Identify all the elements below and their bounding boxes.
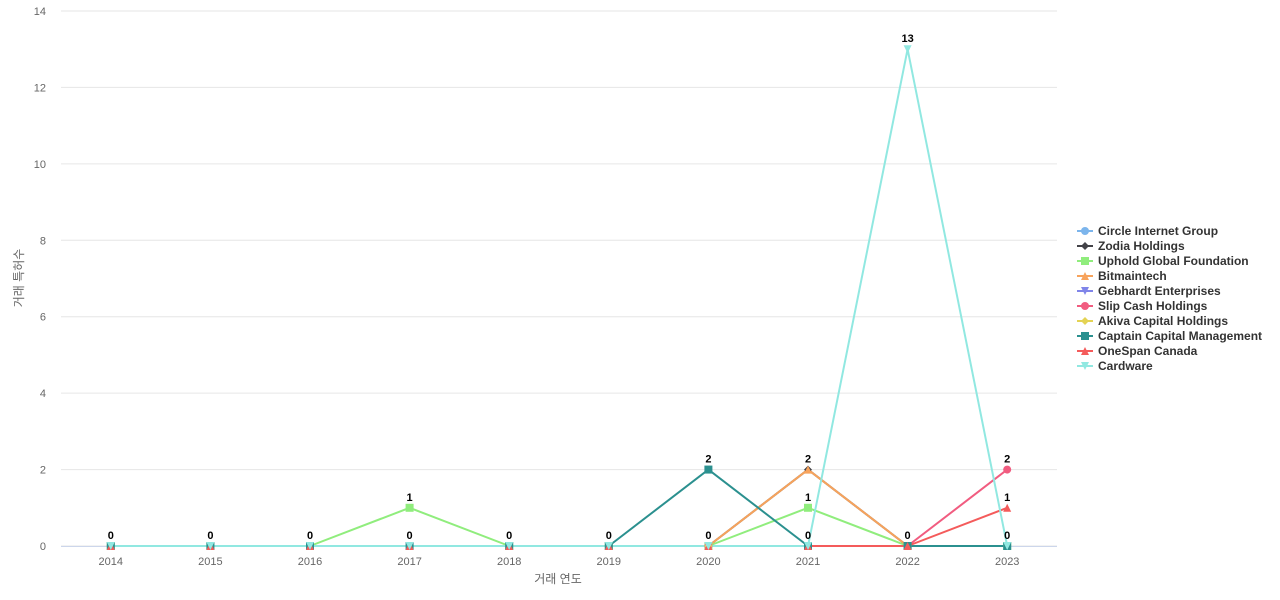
legend-swatch-marker — [1081, 302, 1089, 310]
data-point[interactable] — [505, 542, 514, 550]
y-axis-title: 거래 특허수 — [12, 249, 26, 308]
legend-swatch-marker — [1081, 257, 1089, 265]
legend-item[interactable]: Captain Capital Management — [1077, 329, 1262, 343]
data-label: 0 — [506, 530, 512, 542]
legend-label: OneSpan Canada — [1098, 344, 1198, 358]
x-tick-label: 2017 — [397, 556, 421, 568]
legend-label: Bitmaintech — [1098, 269, 1167, 283]
data-label: 0 — [705, 530, 711, 542]
data-point[interactable] — [704, 465, 713, 474]
data-point[interactable] — [405, 503, 414, 512]
x-tick-label: 2020 — [696, 556, 720, 568]
data-point[interactable] — [1003, 465, 1012, 474]
y-tick-label: 12 — [34, 82, 46, 94]
y-tick-label: 14 — [34, 6, 46, 18]
data-label: 2 — [805, 454, 811, 466]
x-tick-label: 2016 — [298, 556, 322, 568]
y-tick-label: 6 — [40, 312, 46, 324]
series-markers — [106, 45, 1012, 550]
legend-label: Slip Cash Holdings — [1098, 299, 1208, 313]
data-point[interactable] — [206, 542, 215, 550]
legend-item[interactable]: Akiva Capital Holdings — [1077, 314, 1228, 328]
legend-item[interactable]: Slip Cash Holdings — [1077, 299, 1208, 313]
data-label: 1 — [805, 492, 811, 504]
data-label: 13 — [901, 33, 913, 45]
legend-item[interactable]: Zodia Holdings — [1077, 239, 1185, 253]
legend-swatch-marker — [1081, 272, 1089, 280]
x-tick-label: 2015 — [198, 556, 222, 568]
data-label: 0 — [905, 530, 911, 542]
data-point[interactable] — [804, 542, 812, 550]
data-point[interactable] — [306, 542, 314, 550]
legend-item[interactable]: Circle Internet Group — [1077, 224, 1218, 238]
y-axis: 0 2 4 6 8 10 12 14 — [34, 6, 46, 553]
legend-label: Cardware — [1098, 359, 1153, 373]
legend-item[interactable]: OneSpan Canada — [1077, 344, 1198, 358]
y-tick-label: 2 — [40, 465, 46, 477]
legend-label: Gebhardt Enterprises — [1098, 284, 1221, 298]
legend-item[interactable]: Cardware — [1077, 359, 1153, 373]
series-line[interactable] — [110, 506, 1008, 547]
data-point[interactable] — [1003, 503, 1012, 512]
legend-label: Captain Capital Management — [1098, 329, 1262, 343]
legend-label: Akiva Capital Holdings — [1098, 314, 1228, 328]
data-point[interactable] — [903, 45, 912, 54]
legend-item[interactable]: Gebhardt Enterprises — [1077, 284, 1221, 298]
series-line[interactable] — [110, 48, 1009, 547]
gridlines — [61, 10, 1057, 547]
series-line[interactable] — [110, 506, 1008, 547]
x-tick-label: 2018 — [497, 556, 521, 568]
series-line[interactable] — [110, 468, 1008, 547]
data-point[interactable] — [704, 542, 713, 550]
data-label: 0 — [805, 530, 811, 542]
data-point[interactable] — [903, 542, 912, 550]
legend-swatch-marker — [1081, 362, 1089, 370]
data-point[interactable] — [405, 542, 414, 550]
y-tick-label: 8 — [40, 235, 46, 247]
data-label: 1 — [407, 492, 413, 504]
legend-item[interactable]: Bitmaintech — [1077, 269, 1167, 283]
x-tick-label: 2014 — [99, 556, 123, 568]
legend-label: Uphold Global Foundation — [1098, 254, 1249, 268]
data-label: 2 — [1004, 454, 1010, 466]
legend-swatch-marker — [1081, 347, 1089, 355]
x-tick-label: 2022 — [895, 556, 919, 568]
legend-swatch-marker — [1081, 317, 1089, 325]
series-lines — [110, 48, 1009, 547]
legend-swatch-marker — [1081, 242, 1089, 250]
series-line[interactable] — [110, 468, 1008, 547]
data-label: 2 — [705, 454, 711, 466]
legend-swatch-marker — [1081, 287, 1089, 295]
data-point[interactable] — [804, 465, 812, 474]
x-tick-label: 2019 — [597, 556, 621, 568]
legend-item[interactable]: Uphold Global Foundation — [1077, 254, 1249, 268]
series-line[interactable] — [110, 468, 1008, 547]
y-tick-label: 0 — [40, 541, 46, 553]
data-label: 0 — [606, 530, 612, 542]
y-tick-label: 4 — [40, 388, 46, 400]
data-label: 0 — [1004, 530, 1010, 542]
x-tick-label: 2021 — [796, 556, 820, 568]
data-label: 1 — [1004, 492, 1010, 504]
legend-label: Zodia Holdings — [1098, 239, 1185, 253]
data-point[interactable] — [1003, 542, 1012, 550]
legend-label: Circle Internet Group — [1098, 224, 1218, 238]
data-label: 0 — [307, 530, 313, 542]
legend-swatch-marker — [1081, 227, 1089, 235]
y-tick-label: 10 — [34, 159, 46, 171]
x-tick-label: 2023 — [995, 556, 1019, 568]
data-label: 0 — [108, 530, 114, 542]
data-labels: 0 0 0 0 1 0 0 0 2 0 1 2 0 13 0 1 2 — [108, 33, 1011, 542]
data-point[interactable] — [804, 503, 812, 512]
series-line[interactable] — [110, 468, 1008, 547]
data-point[interactable] — [106, 542, 115, 550]
data-label: 0 — [407, 530, 413, 542]
data-point[interactable] — [604, 542, 613, 550]
legend-swatch-marker — [1081, 332, 1089, 340]
x-axis-title: 거래 연도 — [534, 572, 582, 586]
data-label: 0 — [207, 530, 213, 542]
